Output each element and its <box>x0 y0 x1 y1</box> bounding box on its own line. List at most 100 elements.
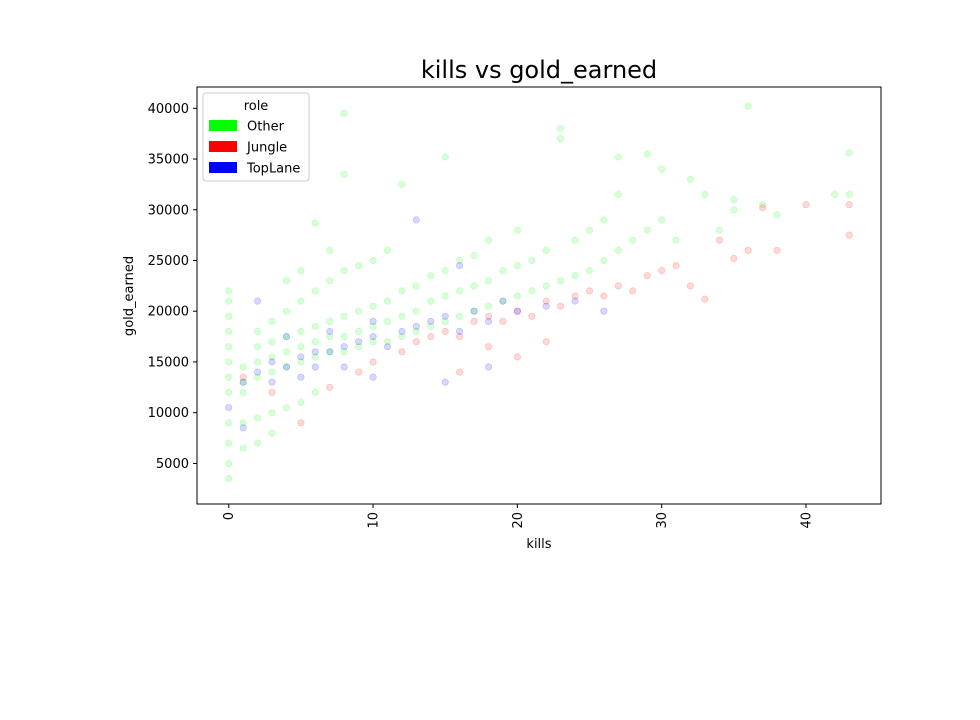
x-tick-label: 40 <box>799 512 814 529</box>
scatter-point <box>427 317 435 325</box>
scatter-point <box>672 236 680 244</box>
scatter-point <box>239 424 247 432</box>
scatter-point <box>297 266 305 275</box>
legend-title: role <box>244 99 269 114</box>
scatter-point <box>614 190 623 199</box>
scatter-point <box>297 343 305 351</box>
scatter-point <box>629 236 637 244</box>
scatter-point <box>730 196 738 204</box>
scatter-point <box>441 317 449 325</box>
x-tick-label: 30 <box>655 512 670 529</box>
scatter-point <box>282 332 291 341</box>
scatter-point <box>340 348 348 356</box>
scatter-point <box>225 474 233 483</box>
scatter-point <box>845 201 853 209</box>
scatter-point <box>326 327 334 336</box>
scatter-point <box>268 409 276 417</box>
series-toplane <box>225 216 608 432</box>
scatter-point <box>225 343 233 351</box>
scatter-point <box>412 282 420 290</box>
scatter-point <box>470 317 478 325</box>
scatter-point <box>542 246 550 254</box>
scatter-point <box>556 135 565 143</box>
scatter-point <box>239 373 247 381</box>
scatter-point <box>427 332 435 341</box>
scatter-point <box>282 403 291 412</box>
scatter-point <box>282 348 291 356</box>
scatter-point <box>297 398 305 407</box>
scatter-point <box>614 282 623 290</box>
scatter-point <box>239 363 247 371</box>
scatter-point <box>268 429 276 437</box>
scatter-point <box>326 383 334 391</box>
scatter-point <box>311 219 319 227</box>
scatter-point <box>845 190 853 199</box>
scatter-point <box>225 439 233 447</box>
chart-title: kills vs gold_earned <box>421 56 657 84</box>
scatter-point <box>383 297 392 305</box>
legend-swatch-other <box>209 120 237 131</box>
scatter-point <box>254 439 262 447</box>
scatter-point <box>311 338 319 346</box>
scatter-point <box>398 180 406 188</box>
scatter-point <box>225 373 233 381</box>
scatter-point <box>340 170 348 178</box>
legend-swatch-jungle <box>209 141 237 152</box>
scatter-point <box>239 378 247 386</box>
scatter-point <box>513 307 522 315</box>
legend-entries: Other Jungle TopLane <box>209 120 300 177</box>
scatter-point <box>297 353 305 361</box>
scatter-point <box>484 317 493 325</box>
scatter-point <box>311 287 319 295</box>
scatter-point <box>326 246 334 254</box>
scatter-point <box>239 419 247 427</box>
scatter-point <box>643 150 651 158</box>
scatter-point <box>571 236 579 244</box>
scatter-point <box>297 297 305 305</box>
scatter-point <box>239 444 247 452</box>
scatter-point <box>585 226 594 234</box>
scatter-point <box>369 332 377 341</box>
scatter-point <box>254 373 262 381</box>
scatter-point <box>412 327 420 336</box>
scatter-point <box>412 216 420 224</box>
scatter-point <box>499 266 507 275</box>
legend-swatch-toplane <box>209 162 237 173</box>
legend-frame <box>202 92 310 182</box>
scatter-point <box>239 378 247 386</box>
scatter-point <box>556 302 565 310</box>
scatter-point <box>297 419 305 427</box>
scatter-point <box>542 282 550 290</box>
scatter-point <box>225 287 233 295</box>
scatter-point <box>268 353 276 361</box>
scatter-point <box>239 388 247 396</box>
scatter-point <box>354 327 363 336</box>
scatter-point <box>484 312 493 320</box>
scatter-point <box>340 343 348 351</box>
scatter-point <box>369 317 377 325</box>
scatter-point <box>297 327 305 336</box>
scatter-point <box>427 322 435 330</box>
scatter-point <box>643 226 651 234</box>
scatter-point <box>600 256 608 265</box>
scatter-point <box>672 261 680 270</box>
scatter-point <box>455 368 464 376</box>
scatter-point <box>600 292 608 300</box>
y-axis-ticks: 5000 10000 15000 20000 25000 30000 35000 40000 <box>148 102 197 472</box>
scatter-point <box>484 277 493 285</box>
scatter-point <box>340 363 348 371</box>
scatter-point <box>340 312 348 320</box>
scatter-point <box>455 261 464 270</box>
x-tick-label: 0 <box>222 512 237 520</box>
scatter-point <box>326 348 334 356</box>
scatter-point <box>268 378 276 386</box>
scatter-point <box>369 256 377 265</box>
scatter-point <box>326 332 334 341</box>
scatter-point <box>225 327 233 336</box>
scatter-point <box>225 403 233 412</box>
scatter-point <box>441 292 449 300</box>
legend-label-toplane: TopLane <box>246 162 300 177</box>
scatter-point <box>254 358 262 366</box>
scatter-point <box>398 332 406 341</box>
scatter-point <box>441 327 449 336</box>
